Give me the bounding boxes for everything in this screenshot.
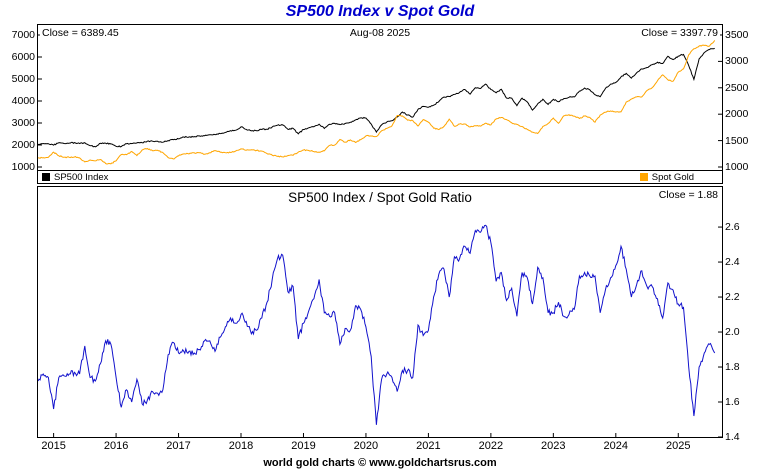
ratio-panel-plot (38, 187, 722, 437)
ratio-panel-title: SP500 Index / Spot Gold Ratio (38, 190, 722, 206)
year-tick-label: 2022 (471, 440, 511, 452)
chart-title: SP500 Index v Spot Gold (0, 3, 760, 21)
sp500-axis-labels: 7000 6000 5000 4000 3000 2000 1000 (2, 25, 35, 187)
axis-tick-label: 3000 (2, 117, 35, 129)
axis-tick-label: 3500 (725, 29, 759, 41)
legend: SP500 Index Spot Gold (38, 170, 722, 183)
gold-close-label: Close = 3397.79 (639, 27, 720, 40)
axis-tick-label: 2000 (725, 108, 759, 120)
legend-item-gold: Spot Gold (640, 172, 694, 183)
axis-tick-label: 2.6 (725, 221, 759, 233)
year-tick-label: 2024 (596, 440, 636, 452)
axis-tick-label: 1.6 (725, 396, 759, 408)
year-tick-label: 2025 (658, 440, 698, 452)
date-label: Aug-08 2025 (38, 27, 722, 40)
axis-tick-label: 2500 (725, 82, 759, 94)
axis-tick-label: 2.4 (725, 256, 759, 268)
price-panel-plot (38, 25, 722, 183)
axis-tick-label: 5000 (2, 73, 35, 85)
axis-tick-label: 2000 (2, 139, 35, 151)
sp500-spot-gold-ratio-line (38, 225, 715, 424)
axis-tick-label: 7000 (2, 29, 35, 41)
year-tick-label: 2018 (221, 440, 261, 452)
ratio-axis-labels: 2.6 2.4 2.2 2.0 1.8 1.6 1.4 (725, 187, 759, 443)
axis-tick-label: 1000 (725, 161, 759, 173)
year-axis-labels: 2015201620172018201920202021202220232024… (38, 440, 722, 454)
axis-tick-label: 2.2 (725, 291, 759, 303)
footer-credit: world gold charts © www.goldchartsrus.co… (0, 457, 760, 469)
sp500-legend-swatch (42, 173, 50, 181)
ratio-panel: SP500 Index / Spot Gold Ratio Close = 1.… (37, 186, 723, 438)
year-tick-label: 2020 (346, 440, 386, 452)
sp500-legend-label: SP500 Index (54, 172, 108, 183)
legend-item-sp500: SP500 Index (42, 172, 108, 183)
spot-gold-line (38, 40, 715, 164)
year-tick-label: 2023 (533, 440, 573, 452)
gold-legend-label: Spot Gold (652, 172, 694, 183)
axis-tick-label: 1.8 (725, 361, 759, 373)
year-tick-label: 2021 (408, 440, 448, 452)
gold-legend-swatch (640, 173, 648, 181)
year-tick-label: 2015 (34, 440, 74, 452)
year-tick-label: 2016 (96, 440, 136, 452)
ratio-close-label: Close = 1.88 (657, 189, 720, 202)
year-tick-label: 2019 (284, 440, 324, 452)
axis-tick-label: 3000 (725, 55, 759, 67)
axis-tick-label: 1000 (2, 161, 35, 173)
axis-tick-label: 1500 (725, 135, 759, 147)
chart-root: SP500 Index v Spot Gold Close = 6389.45 … (0, 0, 760, 475)
gold-axis-labels: 3500 3000 2500 2000 1500 1000 (725, 25, 759, 187)
axis-tick-label: 4000 (2, 95, 35, 107)
axis-tick-label: 2.0 (725, 326, 759, 338)
price-panel: Close = 6389.45 Aug-08 2025 Close = 3397… (37, 24, 723, 184)
axis-tick-label: 1.4 (725, 431, 759, 443)
axis-tick-label: 6000 (2, 51, 35, 63)
year-tick-label: 2017 (159, 440, 199, 452)
sp500-index-line (38, 48, 715, 146)
